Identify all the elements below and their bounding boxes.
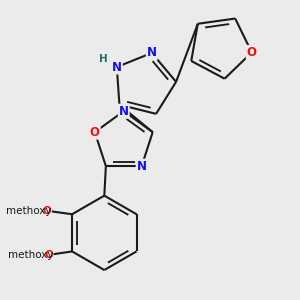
Text: O: O — [90, 126, 100, 139]
Text: N: N — [112, 61, 122, 74]
Text: N: N — [147, 46, 157, 59]
Text: O: O — [42, 206, 51, 216]
Text: O: O — [44, 250, 53, 260]
Text: methoxy: methoxy — [8, 250, 53, 260]
Text: N: N — [136, 160, 147, 173]
Text: N: N — [119, 105, 129, 118]
Text: H: H — [99, 54, 108, 64]
Text: O: O — [247, 46, 257, 59]
Text: methoxy: methoxy — [6, 206, 52, 216]
